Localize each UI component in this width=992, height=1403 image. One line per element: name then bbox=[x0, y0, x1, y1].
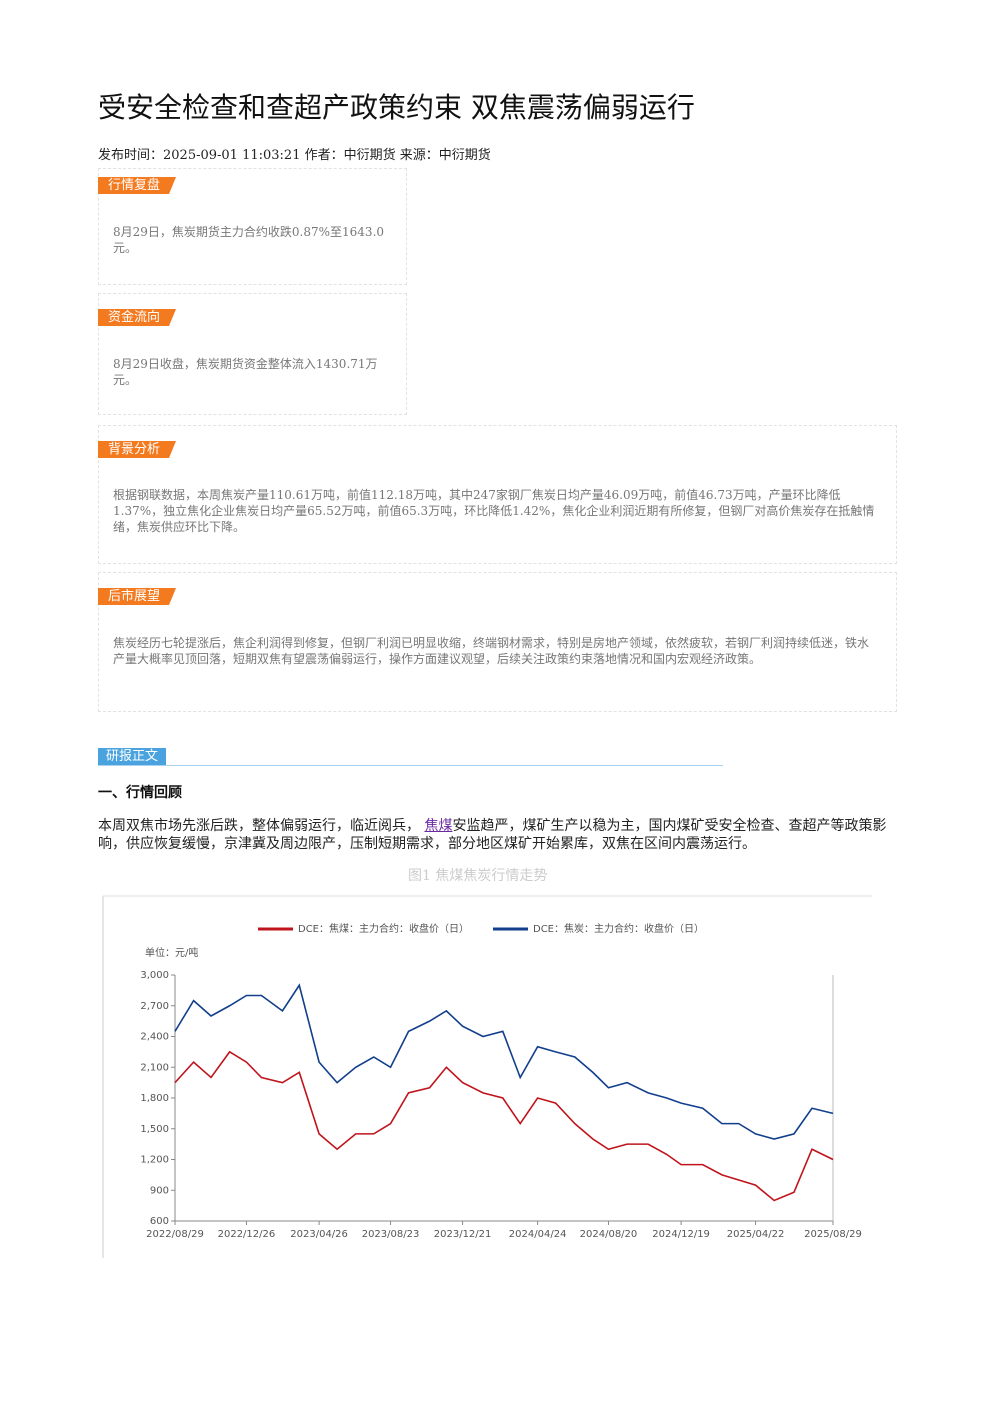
link[interactable]: 焦煤 bbox=[424, 818, 453, 834]
x-tick-label: 2025/04/22 bbox=[727, 1229, 785, 1240]
x-tick-label: 2023/04/26 bbox=[290, 1229, 348, 1240]
text: 安监趋严，煤矿生产以稳为主，国内煤矿受安全检查、查超产等政策影响，供应恢复缓慢，… bbox=[98, 818, 887, 852]
summary-text: 焦炭经历七轮提涨后，焦企利润得到修复，但钢厂利润已明显收缩，终端钢材需求，特别是… bbox=[113, 636, 870, 666]
x-tick-label: 2024/12/19 bbox=[652, 1229, 710, 1240]
text: 本周双焦市场先涨后跌，整体偏弱运行，临近阅兵， bbox=[98, 818, 420, 834]
section-tag: 行情复盘 bbox=[98, 177, 176, 194]
summary-box bbox=[98, 168, 407, 285]
y-tick-label: 2,700 bbox=[140, 1001, 169, 1012]
meta: 发布时间：2025-09-01 11:03:21 作者：中衍期货 来源：中衍期货 bbox=[98, 148, 491, 163]
y-tick-label: 600 bbox=[150, 1216, 169, 1227]
figure-caption: 图1 焦煤焦炭行情走势 bbox=[408, 868, 548, 884]
report-tag: 研报正文 bbox=[98, 748, 167, 766]
x-tick-label: 2022/08/29 bbox=[146, 1229, 204, 1240]
summary-text: 8月29日收盘，焦炭期货资金整体流入1430.71万元。 bbox=[113, 357, 378, 387]
x-tick-label: 2025/08/29 bbox=[804, 1229, 862, 1240]
y-tick-label: 900 bbox=[150, 1185, 169, 1196]
y-tick-label: 1,500 bbox=[140, 1124, 169, 1135]
section-tag: 资金流向 bbox=[98, 309, 176, 326]
summary-box bbox=[98, 293, 407, 415]
x-tick-label: 2023/12/21 bbox=[434, 1229, 492, 1240]
summary-box bbox=[98, 425, 897, 564]
heading: 一、行情回顾 bbox=[98, 785, 182, 801]
y-axis-label: 单位：元/吨 bbox=[145, 946, 198, 959]
section-tag: 背景分析 bbox=[98, 441, 176, 458]
y-tick-label: 2,400 bbox=[140, 1032, 169, 1043]
y-tick-label: 3,000 bbox=[140, 970, 169, 981]
title: 受安全检查和查超产政策约束 双焦震荡偏弱运行 bbox=[98, 91, 695, 124]
legend-label: DCE：焦煤：主力合约：收盘价（日） bbox=[298, 922, 469, 935]
y-tick-label: 1,200 bbox=[140, 1155, 169, 1166]
x-tick-label: 2024/04/24 bbox=[509, 1229, 567, 1240]
summary-box bbox=[98, 572, 897, 712]
divider bbox=[98, 765, 723, 766]
chart: 单位：元/吨 600 900 1,200 1,500 1,800 2,100 2,400 2,… bbox=[102, 895, 872, 1258]
line bbox=[174, 983, 834, 1140]
section-tag: 后市展望 bbox=[98, 588, 176, 605]
x-tick-label: 2022/12/26 bbox=[218, 1229, 276, 1240]
line bbox=[174, 1050, 834, 1202]
summary-text: 根据钢联数据，本周焦炭产量110.61万吨，前值112.18万吨，其中247家钢… bbox=[113, 488, 875, 534]
y-tick-label: 1,800 bbox=[140, 1093, 169, 1104]
paragraph: 本周双焦市场先涨后跌，整体偏弱运行，临近阅兵， 焦煤安监趋严，煤矿生产以稳为主，… bbox=[98, 817, 888, 853]
x-tick-label: 2024/08/20 bbox=[580, 1229, 638, 1240]
summary-text: 8月29日，焦炭期货主力合约收跌0.87%至1643.0元。 bbox=[113, 225, 385, 255]
x-tick-label: 2023/08/23 bbox=[362, 1229, 420, 1240]
y-tick-label: 2,100 bbox=[140, 1062, 169, 1073]
legend-label: DCE：焦炭：主力合约：收盘价（日） bbox=[533, 922, 704, 935]
